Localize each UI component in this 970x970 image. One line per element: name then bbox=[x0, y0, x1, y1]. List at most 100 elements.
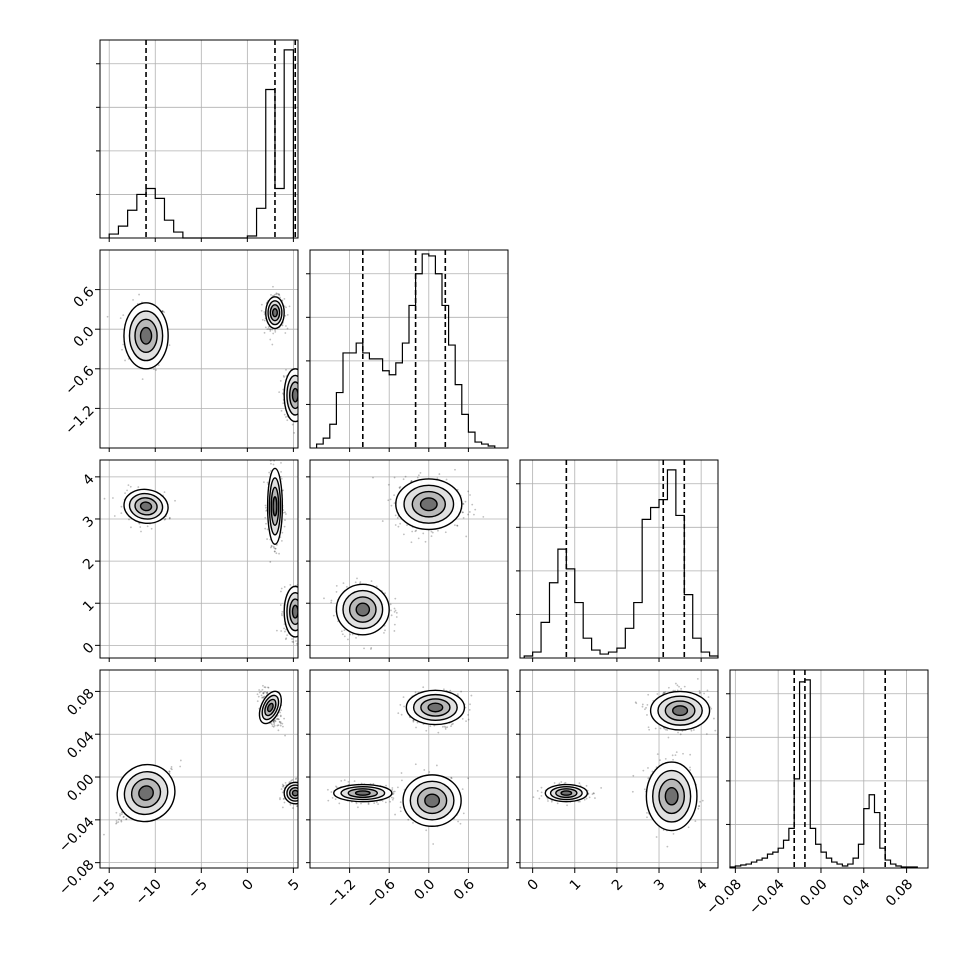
sample-point bbox=[304, 395, 306, 397]
sample-point bbox=[302, 616, 304, 618]
sample-point bbox=[302, 400, 304, 402]
sample-point bbox=[306, 384, 308, 386]
sample-point bbox=[168, 517, 171, 520]
sample-point bbox=[120, 505, 123, 508]
sample-point bbox=[396, 517, 399, 519]
sample-point bbox=[304, 608, 306, 610]
sample-point bbox=[125, 818, 128, 820]
sample-point bbox=[274, 720, 277, 723]
sample-point bbox=[298, 376, 300, 378]
sample-point bbox=[267, 326, 270, 328]
sample-point bbox=[301, 622, 303, 624]
sample-point bbox=[301, 611, 303, 613]
sample-point bbox=[474, 508, 477, 511]
sample-point bbox=[298, 603, 300, 605]
sample-point bbox=[273, 454, 275, 456]
sample-point bbox=[401, 779, 403, 782]
sample-point bbox=[273, 723, 275, 725]
sample-point bbox=[353, 780, 356, 783]
sample-point bbox=[301, 792, 303, 794]
sample-point bbox=[263, 686, 266, 688]
sample-point bbox=[706, 689, 709, 692]
sample-point bbox=[281, 791, 284, 794]
sample-point bbox=[299, 388, 301, 390]
sample-point bbox=[302, 386, 304, 388]
sample-point bbox=[406, 524, 408, 527]
sample-point bbox=[393, 502, 396, 504]
density-contour bbox=[271, 308, 278, 318]
sample-point bbox=[334, 798, 337, 801]
sample-point bbox=[299, 632, 301, 634]
sample-point bbox=[174, 499, 176, 502]
sample-point bbox=[323, 597, 325, 600]
sample-point bbox=[341, 633, 344, 636]
sample-point bbox=[300, 780, 302, 782]
sample-point bbox=[128, 518, 130, 521]
sample-point bbox=[300, 803, 302, 805]
sample-point bbox=[103, 497, 106, 500]
sample-point bbox=[286, 419, 289, 422]
sample-point bbox=[300, 587, 302, 589]
sample-point bbox=[124, 359, 126, 362]
sample-point bbox=[690, 729, 693, 732]
sample-point bbox=[267, 328, 270, 330]
sample-point bbox=[302, 612, 304, 614]
sample-point bbox=[372, 782, 375, 785]
sample-point bbox=[370, 648, 372, 650]
sample-point bbox=[284, 519, 286, 522]
sample-point bbox=[295, 640, 297, 642]
panel-content bbox=[103, 454, 308, 645]
sample-point bbox=[268, 471, 271, 474]
sample-point bbox=[395, 611, 398, 614]
sample-point bbox=[301, 790, 303, 792]
sample-point bbox=[260, 303, 263, 306]
sample-point bbox=[301, 599, 303, 601]
sample-point bbox=[157, 364, 160, 367]
sample-point bbox=[299, 793, 301, 795]
sample-point bbox=[106, 315, 109, 318]
sample-point bbox=[298, 605, 300, 607]
sample-point bbox=[412, 719, 415, 722]
panel-frame bbox=[99, 459, 299, 659]
sample-point bbox=[732, 706, 734, 708]
sample-point bbox=[258, 689, 261, 691]
panel-1-1 bbox=[306, 250, 508, 448]
sample-point bbox=[285, 637, 288, 640]
sample-point bbox=[278, 720, 281, 723]
sample-point bbox=[306, 596, 308, 598]
sample-point bbox=[302, 593, 304, 595]
sample-point bbox=[416, 476, 419, 479]
sample-point bbox=[461, 788, 464, 790]
sample-point bbox=[437, 731, 440, 734]
sample-point bbox=[436, 477, 439, 480]
sample-point bbox=[275, 552, 278, 555]
sample-point bbox=[262, 696, 265, 699]
sample-point bbox=[343, 635, 346, 638]
sample-point bbox=[282, 784, 285, 787]
sample-point bbox=[300, 617, 302, 619]
sample-point bbox=[279, 296, 282, 299]
sample-point bbox=[307, 381, 309, 383]
sample-point bbox=[302, 615, 304, 617]
sample-point bbox=[634, 701, 637, 704]
sample-point bbox=[256, 700, 259, 703]
sample-point bbox=[280, 630, 283, 632]
sample-point bbox=[132, 299, 134, 301]
sample-point bbox=[391, 787, 394, 789]
sample-point bbox=[306, 618, 308, 620]
sample-point bbox=[641, 703, 644, 706]
panel-3-2 bbox=[520, 670, 734, 868]
density-contour bbox=[354, 790, 371, 796]
sample-point bbox=[343, 779, 346, 781]
sample-point bbox=[393, 623, 396, 626]
panel-content bbox=[106, 285, 309, 434]
sample-point bbox=[302, 376, 304, 378]
sample-point bbox=[283, 525, 286, 528]
sample-point bbox=[302, 794, 304, 796]
sample-point bbox=[290, 779, 293, 782]
sample-point bbox=[262, 696, 265, 699]
sample-point bbox=[300, 383, 302, 385]
histogram-3 bbox=[729, 679, 918, 868]
panel-frame bbox=[99, 249, 299, 449]
sample-point bbox=[271, 328, 274, 331]
